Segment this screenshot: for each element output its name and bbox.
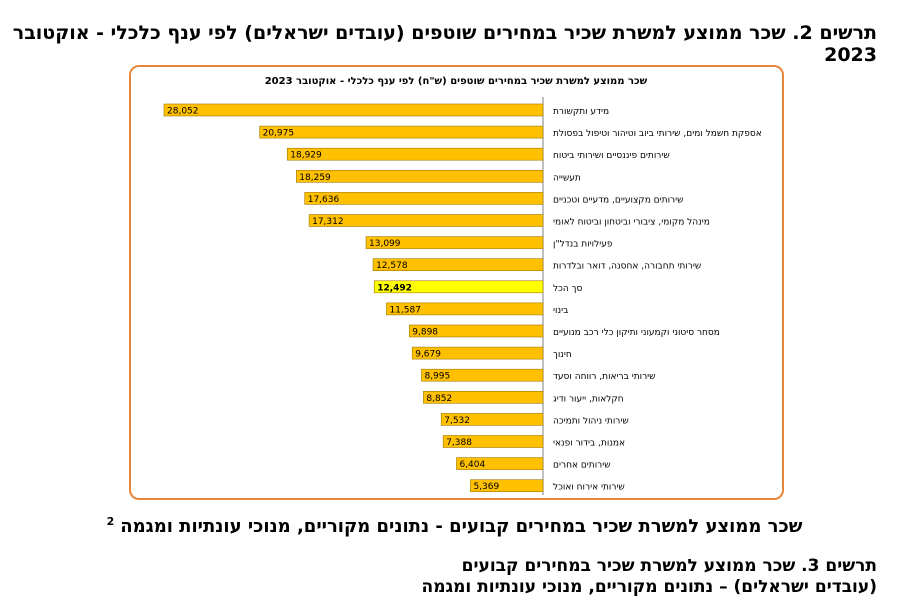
bar [372,258,544,271]
figure-2-title: תרשים 2. שכר ממוצע למשרת שכיר במחירים שו… [12,22,877,66]
data-label: 12,578 [376,261,408,271]
chart-frame: שכר ממוצע למשרת שכיר במחירים שוטפים (ש"ח… [129,65,784,500]
bar [411,346,544,360]
bar [163,103,544,117]
bar [440,413,544,426]
bar [442,435,544,448]
category-label: תעשייה [553,173,581,183]
bar [308,214,544,227]
data-label: 20,975 [263,129,295,139]
bar [456,457,544,470]
category-label: שירותי אירוח ואוכל [553,483,625,493]
data-label: 11,587 [389,305,421,315]
data-label: 18,929 [290,151,322,161]
category-label: שירותי בריאות, רווחה וסעד [553,372,656,382]
category-label: אמנות, בידור ופנאי [553,439,625,449]
bar [470,479,544,493]
category-label: פעילויות בנדל"ן [553,240,613,250]
data-label: 8,852 [426,394,452,404]
figure-3-title: תרשים 3. שכר ממוצע למשרת שכיר במחירים קב… [421,556,877,597]
data-label: 17,636 [308,195,340,205]
section-title: שכר ממוצע למשרת שכיר במחירים קבועים - נת… [0,515,909,537]
data-label: 6,404 [459,460,485,470]
category-label: מסחר סיטוני וקמעוני ותיקון כלי רכב מנועי… [553,328,720,338]
data-label: 12,492 [377,283,412,293]
data-label: 28,052 [167,107,199,117]
footnote-marker: 2 [106,515,115,528]
bar [286,147,544,161]
data-label: 5,369 [473,482,499,492]
data-label: 9,898 [412,328,438,338]
category-label: שירותים פיננסיים ושירותי ביטוח [553,151,670,161]
data-label: 9,679 [415,350,441,360]
bar [423,390,544,404]
bar [296,170,544,183]
category-label: שירותים אחרים [553,461,611,471]
bar [421,368,544,382]
bar [365,236,544,249]
bar [386,302,544,316]
data-label: 13,099 [369,239,401,249]
chart-title: שכר ממוצע למשרת שכיר במחירים שוטפים (ש"ח… [265,76,648,87]
category-label: חקלאות, ייעור ודיג [553,394,624,404]
category-label: מינהל מקומי, ציבורי וביטחון וביטוח לאומי [553,218,710,228]
bar [408,324,544,338]
section-title-text: שכר ממוצע למשרת שכיר במחירים קבועים - נת… [120,516,803,537]
data-label: 18,259 [299,173,331,183]
category-label: בינוי [553,306,568,316]
bar-chart: שכר ממוצע למשרת שכיר במחירים שוטפים (ש"ח… [163,76,762,495]
category-label: אספקת חשמל ומים, שירותי ביוב וטיהור וטיפ… [553,129,762,139]
category-label: מידע ותקשורת [553,107,609,117]
category-label: שירותי ניהול ותמיכה [553,416,629,426]
bar [304,192,544,205]
data-label: 8,995 [424,372,450,382]
data-label: 17,312 [312,217,344,227]
bar [373,280,544,294]
data-label: 7,388 [446,438,472,448]
category-label: סך הכל [553,284,582,294]
category-label: שירותים מקצועיים, מדעיים וטכניים [553,195,684,205]
category-label: חינוך [553,350,572,360]
category-label: שירותי תחבורה, אחסנה, דואר ובלדרות [553,262,701,272]
data-label: 7,532 [444,416,470,426]
bar [259,125,544,139]
